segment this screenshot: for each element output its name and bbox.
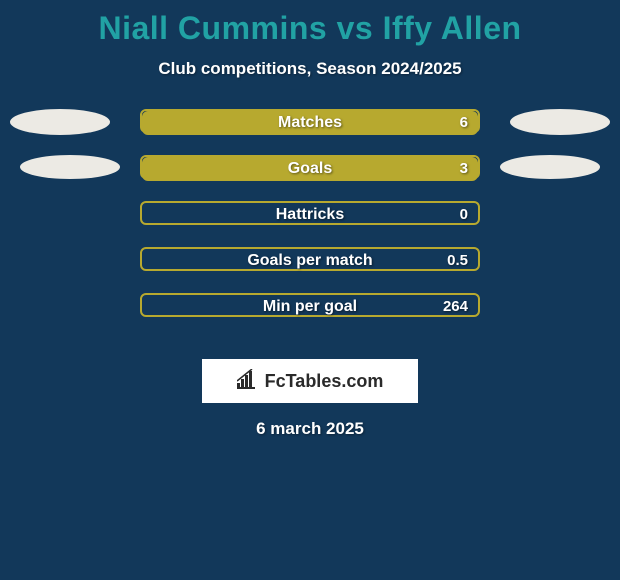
subtitle: Club competitions, Season 2024/2025	[0, 59, 620, 79]
comparison-card: Niall Cummins vs Iffy Allen Club competi…	[0, 0, 620, 580]
stat-label: Min per goal	[142, 298, 478, 316]
stat-value: 0	[460, 206, 468, 223]
bar-track: Hattricks 0	[140, 201, 480, 225]
chart-icon	[237, 369, 259, 394]
stat-row: Goals per match 0.5	[0, 247, 620, 293]
stat-row: Goals 3	[0, 155, 620, 201]
stat-row: Hattricks 0	[0, 201, 620, 247]
bar-track: Matches 6	[140, 109, 480, 133]
stat-label: Hattricks	[142, 206, 478, 224]
page-title: Niall Cummins vs Iffy Allen	[0, 0, 620, 47]
brand-text: FcTables.com	[265, 371, 384, 392]
bar-fill	[142, 157, 478, 181]
stat-label: Goals per match	[142, 252, 478, 270]
stat-value: 3	[460, 160, 468, 177]
bar-track: Goals per match 0.5	[140, 247, 480, 271]
stat-value: 6	[460, 114, 468, 131]
stat-value: 0.5	[447, 252, 468, 269]
bar-track: Goals 3	[140, 155, 480, 179]
stat-value: 264	[443, 298, 468, 315]
stat-row: Min per goal 264	[0, 293, 620, 339]
chart-area: Matches 6 Goals 3 Hattricks 0 Goals per …	[0, 109, 620, 339]
bar-fill	[142, 111, 478, 135]
brand-badge[interactable]: FcTables.com	[202, 359, 418, 403]
bar-track: Min per goal 264	[140, 293, 480, 317]
stat-row: Matches 6	[0, 109, 620, 155]
date-label: 6 march 2025	[0, 419, 620, 439]
